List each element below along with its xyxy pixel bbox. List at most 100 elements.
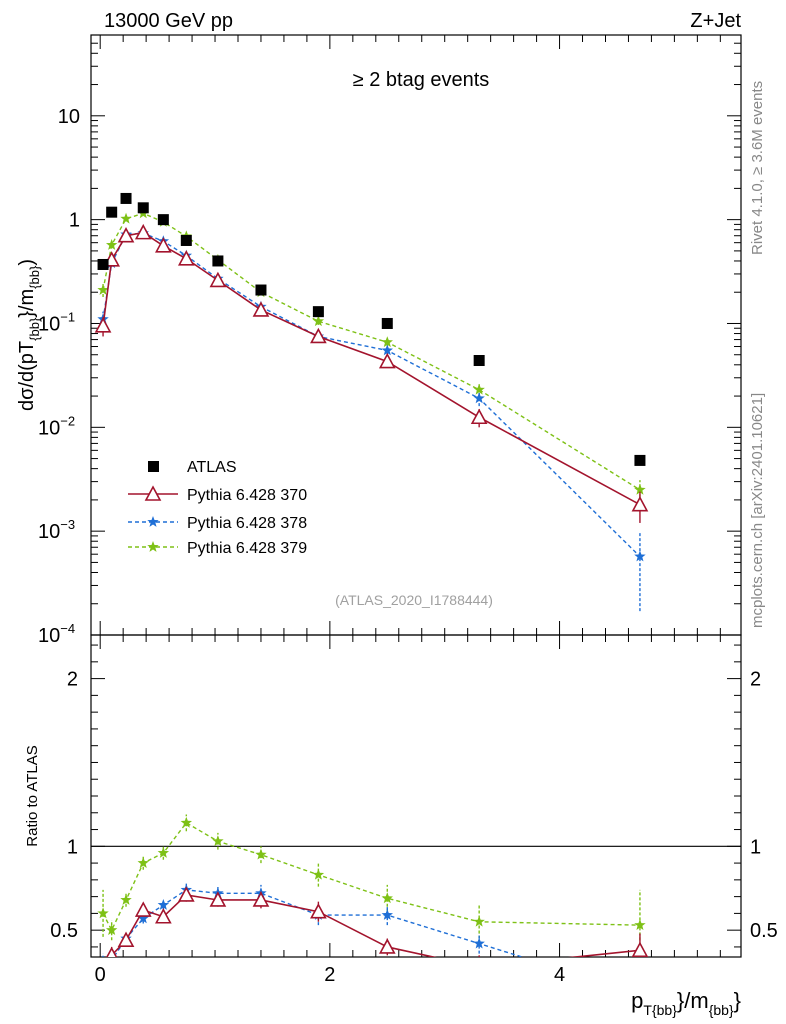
data-point-p379 bbox=[312, 868, 325, 880]
legend-label-p370: Pythia 6.428 370 bbox=[187, 487, 307, 504]
ratio-y-tick-label-left: 1 bbox=[67, 836, 78, 858]
ratio-y-axis-label: Ratio to ATLAS bbox=[24, 745, 41, 846]
series-line-p379 bbox=[102, 212, 641, 491]
header-right-label: Z+Jet bbox=[690, 10, 741, 32]
data-point-p378 bbox=[381, 909, 393, 920]
main-y-axis-label: dσ/d(pT{bb}}/m{bb}) bbox=[16, 259, 42, 411]
legend-entry-p370: Pythia 6.428 370 bbox=[128, 485, 307, 504]
series-line-p378 bbox=[102, 232, 641, 558]
data-point-p370 bbox=[209, 891, 227, 907]
series-line-p370 bbox=[109, 894, 641, 957]
rivet-version-label: Rivet 4.1.0, ≥ 3.6M events bbox=[749, 81, 766, 255]
x-tick-label: 0 bbox=[95, 964, 106, 986]
data-point-p370 bbox=[209, 271, 227, 288]
data-point-p379 bbox=[105, 238, 118, 250]
main-y-tick-label: 10−1 bbox=[38, 309, 75, 335]
data-point-p370 bbox=[310, 327, 327, 344]
data-point-p370 bbox=[155, 908, 172, 924]
legend-marker-p378 bbox=[147, 516, 159, 527]
x-axis-label: pT{bb}}/m{bb}} bbox=[631, 988, 741, 1018]
data-point-p379 bbox=[381, 892, 393, 904]
data-point-p370 bbox=[252, 301, 270, 317]
data-point-atlas bbox=[473, 355, 485, 367]
series-p379 bbox=[97, 207, 646, 503]
data-point-p378 bbox=[473, 937, 485, 949]
data-point-p379 bbox=[381, 336, 393, 348]
analysis-watermark: (ATLAS_2020_I1788444) bbox=[335, 592, 493, 608]
series-p378 bbox=[97, 227, 646, 612]
legend-marker-atlas bbox=[148, 461, 159, 472]
data-point-p370 bbox=[155, 237, 172, 253]
data-point-p379 bbox=[473, 915, 485, 927]
data-point-atlas bbox=[120, 192, 132, 204]
data-point-p370 bbox=[631, 941, 649, 957]
data-point-p378 bbox=[473, 392, 485, 404]
main-series-layer bbox=[94, 192, 649, 612]
main-y-tick-label: 10 bbox=[58, 106, 80, 128]
data-point-atlas bbox=[212, 255, 224, 267]
data-point-p370 bbox=[134, 901, 152, 917]
data-point-p379 bbox=[634, 483, 646, 495]
data-point-p379 bbox=[120, 212, 132, 224]
data-point-p370 bbox=[378, 352, 396, 369]
ratio-y-tick-label-left: 0.5 bbox=[50, 920, 78, 942]
data-point-p379 bbox=[180, 816, 193, 828]
ratio-panel-frame bbox=[90, 634, 742, 958]
main-panel-ticks bbox=[91, 34, 741, 636]
data-point-p370 bbox=[117, 931, 135, 948]
legend-entry-atlas: ATLAS bbox=[148, 459, 237, 476]
ratio-tick-labels: 0.5 0.5 1 1 2 2 0 2 4 bbox=[50, 669, 778, 986]
data-point-p370 bbox=[378, 938, 396, 954]
ratio-y-tick-label-right: 0.5 bbox=[750, 920, 778, 942]
data-point-atlas bbox=[137, 202, 149, 214]
legend-marker-p370 bbox=[144, 485, 162, 501]
data-point-atlas bbox=[97, 258, 109, 270]
ratio-y-tick-label-left: 2 bbox=[67, 669, 78, 691]
data-point-p378 bbox=[137, 912, 149, 924]
main-panel-title: ≥ 2 btag events bbox=[353, 69, 490, 91]
ratio-panel-ticks bbox=[91, 635, 741, 957]
data-point-p370 bbox=[472, 960, 486, 973]
data-point-p379 bbox=[157, 847, 170, 858]
data-point-p370 bbox=[177, 886, 195, 902]
data-point-p378 bbox=[381, 344, 393, 356]
data-point-p379 bbox=[97, 907, 109, 919]
main-y-tick-label: 1 bbox=[69, 210, 80, 232]
svg-text:dσ/d(pT{bb}}/m{bb}): dσ/d(pT{bb}}/m{bb}) bbox=[16, 259, 42, 411]
data-point-p379 bbox=[137, 857, 149, 868]
data-point-p370 bbox=[106, 946, 118, 957]
mcplots-source-label: mcplots.cern.ch [arXiv:2401.10621] bbox=[749, 393, 766, 628]
data-point-p370 bbox=[631, 495, 649, 512]
data-point-p379 bbox=[312, 315, 325, 327]
data-point-atlas bbox=[312, 306, 324, 318]
main-y-tick-label: 10−3 bbox=[38, 517, 75, 543]
legend: ATLAS Pythia 6.428 370 Pythia 6.428 378 … bbox=[128, 459, 307, 557]
legend-entry-p379: Pythia 6.428 379 bbox=[128, 540, 307, 557]
legend-label-p378: Pythia 6.428 378 bbox=[187, 515, 307, 532]
data-point-p379 bbox=[212, 835, 224, 847]
data-point-atlas bbox=[255, 284, 267, 296]
data-point-atlas bbox=[381, 317, 393, 329]
data-point-atlas bbox=[157, 214, 169, 226]
data-point-p370 bbox=[117, 227, 135, 243]
data-point-p370 bbox=[470, 408, 488, 425]
data-point-p370 bbox=[177, 250, 195, 266]
x-tick-label: 2 bbox=[324, 964, 335, 986]
data-point-p378 bbox=[634, 550, 646, 562]
series-line-p370 bbox=[102, 231, 641, 506]
data-point-p379 bbox=[97, 284, 109, 295]
data-point-p379 bbox=[105, 924, 118, 936]
data-point-p370 bbox=[252, 891, 270, 907]
ratio-series-p370 bbox=[106, 886, 649, 973]
legend-label-p379: Pythia 6.428 379 bbox=[187, 540, 307, 557]
data-point-p379 bbox=[634, 919, 646, 930]
legend-marker-p379 bbox=[147, 541, 159, 552]
data-point-p370 bbox=[134, 223, 152, 240]
ratio-series-layer bbox=[97, 814, 649, 973]
data-point-p370 bbox=[94, 317, 112, 333]
series-atlas bbox=[97, 192, 646, 466]
main-y-tick-label: 10−2 bbox=[38, 413, 75, 439]
data-point-atlas bbox=[180, 234, 192, 246]
data-point-p378 bbox=[157, 899, 170, 910]
